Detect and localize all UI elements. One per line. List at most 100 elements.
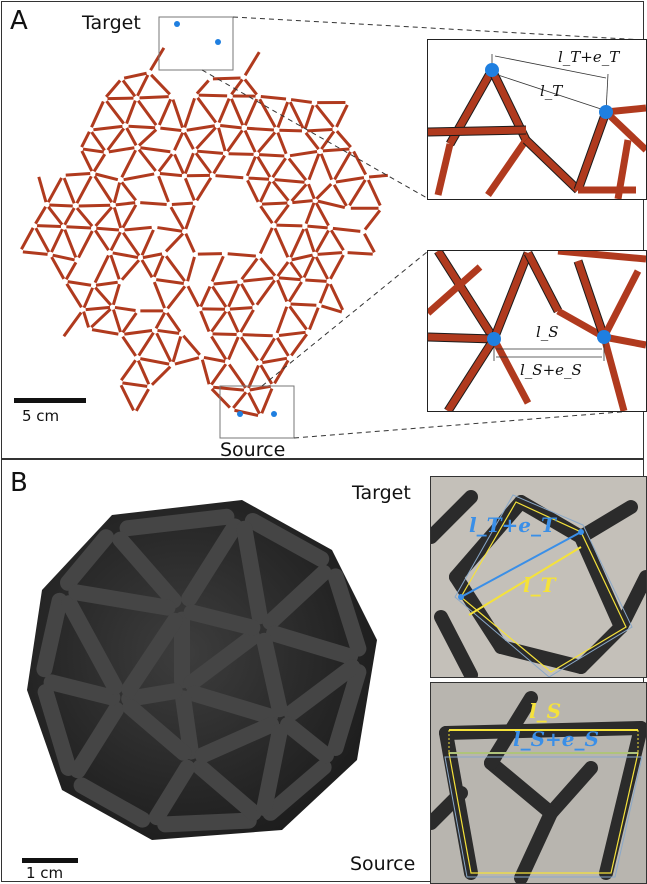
printed-beam <box>256 724 288 816</box>
strut <box>288 101 305 129</box>
strut <box>230 98 245 126</box>
strut <box>199 310 211 333</box>
strut <box>273 359 290 385</box>
strut <box>260 94 287 101</box>
strut <box>95 280 118 287</box>
strut <box>90 100 105 128</box>
strut <box>320 130 336 150</box>
printed-beam <box>112 531 182 609</box>
strut <box>211 285 228 308</box>
strut <box>78 203 111 208</box>
strut <box>332 184 348 207</box>
strut <box>92 153 107 173</box>
target-length-extended-label: l_T+e_T <box>558 48 620 66</box>
strut <box>308 307 320 331</box>
strut <box>229 306 253 311</box>
source-length-extended-label: l_S+e_S <box>520 361 582 379</box>
strut <box>275 306 289 334</box>
printed-beam <box>122 699 192 761</box>
strut <box>271 157 287 179</box>
strut <box>213 385 245 392</box>
strut <box>257 131 277 154</box>
strut <box>195 177 213 202</box>
strut <box>288 305 308 331</box>
strut <box>335 104 349 128</box>
panel-b-label: B <box>10 468 28 498</box>
printed-beam <box>148 759 196 826</box>
strut <box>65 283 83 309</box>
strut <box>234 408 259 417</box>
strut <box>217 98 231 124</box>
printed-beam <box>192 759 262 821</box>
strut <box>322 147 350 153</box>
printed-beam <box>327 664 367 756</box>
strut <box>210 387 231 409</box>
strut <box>259 180 272 203</box>
strut <box>136 74 150 97</box>
strut <box>363 209 382 231</box>
strut <box>121 79 137 98</box>
strut <box>173 132 185 151</box>
strut <box>120 149 137 179</box>
printed-beam <box>186 685 278 725</box>
strut <box>137 148 157 172</box>
strut <box>227 283 241 308</box>
strut <box>112 206 123 229</box>
strut <box>243 129 257 153</box>
strut <box>259 153 285 158</box>
strut <box>255 279 276 306</box>
strut <box>307 224 328 230</box>
strut <box>37 176 48 203</box>
strut <box>183 97 196 129</box>
printed-beam <box>60 529 114 591</box>
printed-beam <box>73 777 151 828</box>
strut <box>171 201 194 207</box>
strut <box>94 229 110 252</box>
printed-beam <box>175 690 199 760</box>
strut <box>75 207 94 228</box>
printed-beam <box>119 508 235 537</box>
printed-beam <box>181 518 243 607</box>
source-label-b: Source <box>350 853 416 875</box>
source-zoom-box <box>219 385 295 439</box>
strut <box>227 310 240 333</box>
strut <box>243 51 261 77</box>
strut <box>186 285 200 308</box>
strut <box>276 132 288 155</box>
printed-beam <box>70 701 124 779</box>
strut <box>220 124 242 130</box>
strut <box>150 73 171 96</box>
strut <box>160 126 182 132</box>
strut <box>195 79 210 95</box>
target-photo-inset: l_T+e_T l_T <box>430 476 647 678</box>
strut <box>166 285 187 310</box>
strut <box>121 231 141 257</box>
strut <box>198 93 228 98</box>
printed-beam <box>183 629 261 691</box>
strut <box>120 359 137 382</box>
strut <box>276 223 303 228</box>
strut <box>287 281 303 303</box>
strut <box>152 281 166 309</box>
target-photo-drawing <box>431 477 646 677</box>
strut <box>200 359 211 385</box>
strut <box>276 337 290 357</box>
strut <box>290 98 313 104</box>
strut <box>289 228 306 258</box>
strut <box>124 329 153 336</box>
strut <box>109 254 121 280</box>
strut <box>140 229 155 256</box>
scale-bar-a <box>14 398 86 403</box>
strut <box>226 129 244 153</box>
printed-beam <box>68 584 176 616</box>
strut <box>123 71 147 80</box>
strut <box>259 337 276 362</box>
strut <box>291 253 313 262</box>
scale-bar-b <box>22 858 78 863</box>
connector-line <box>293 409 646 439</box>
panel-a: A Target Source <box>1 1 647 461</box>
strut <box>94 286 113 307</box>
panel-b: B <box>1 459 647 884</box>
printed-beam <box>327 568 367 657</box>
printed-beam <box>236 520 268 625</box>
